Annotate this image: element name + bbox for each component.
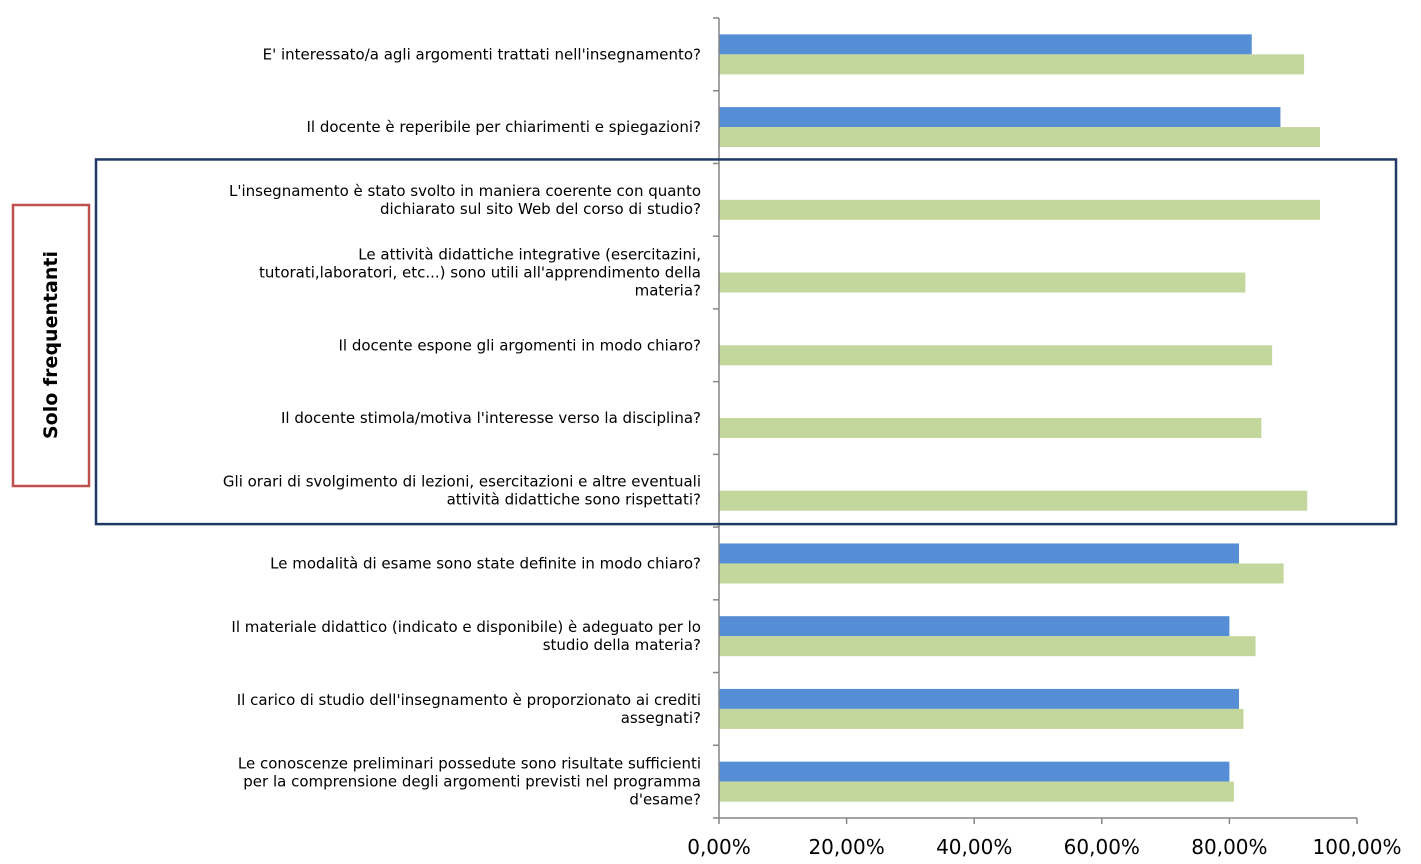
bar-s1-c10 <box>719 688 1239 709</box>
category-label-10: Il carico di studio dell'insegnamento è … <box>237 691 701 727</box>
side-label: Solo frequentanti <box>40 251 62 439</box>
bar-s1-c9 <box>719 616 1230 637</box>
category-label-1: E' interessato/a agli argomenti trattati… <box>263 45 701 63</box>
category-label-9: Il materiale didattico (indicato e dispo… <box>231 618 701 654</box>
bar-s1-c8 <box>719 543 1239 564</box>
bar-s2-c6 <box>719 418 1262 438</box>
bar-s2-c7 <box>719 490 1308 511</box>
category-label-3: L'insegnamento è stato svolto in maniera… <box>229 182 701 218</box>
category-label-7: Gli orari di svolgimento di lezioni, ese… <box>223 473 701 509</box>
category-label-8: Le modalità di esame sono state definite… <box>270 554 701 572</box>
bar-s1-c2 <box>719 107 1281 128</box>
x-tick-label-3: 60,00% <box>1064 835 1140 859</box>
bar-s2-c5 <box>719 345 1273 366</box>
bar-s2-c11 <box>719 781 1234 802</box>
bar-s2-c1 <box>719 54 1305 75</box>
x-tick-label-1: 20,00% <box>808 835 884 859</box>
category-label-11: Le conoscenze preliminari possedute sono… <box>238 755 701 809</box>
bar-s1-c1 <box>719 34 1252 55</box>
x-tick-label-0: 0,00% <box>687 835 751 859</box>
x-tick-label-5: 100,00% <box>1313 835 1402 859</box>
bar-s2-c3 <box>719 199 1320 220</box>
category-label-2: Il docente è reperibile per chiarimenti … <box>306 118 701 136</box>
category-label-4: Le attività didattiche integrative (eser… <box>259 246 701 300</box>
bar-s2-c9 <box>719 636 1256 657</box>
bar-s2-c8 <box>719 563 1284 584</box>
category-label-6: Il docente stimola/motiva l'interesse ve… <box>281 409 701 427</box>
category-label-5: Il docente espone gli argomenti in modo … <box>338 336 701 354</box>
group-box <box>94 158 1398 526</box>
bar-s1-c11 <box>719 761 1230 782</box>
bar-s2-c10 <box>719 708 1244 729</box>
x-tick-label-4: 80,00% <box>1191 835 1267 859</box>
side-label-box <box>11 203 91 488</box>
bar-s2-c4 <box>719 272 1246 293</box>
x-tick-label-2: 40,00% <box>936 835 1012 859</box>
bar-s2-c2 <box>719 127 1320 148</box>
